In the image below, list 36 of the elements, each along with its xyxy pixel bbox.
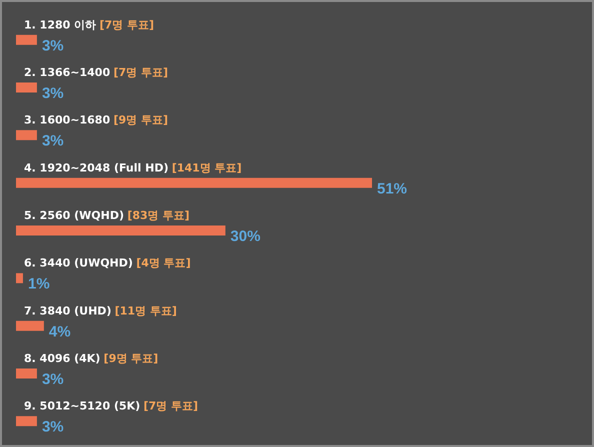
annotation: [83명 투표] bbox=[127, 209, 190, 222]
annotation: [7명 투표] bbox=[144, 400, 198, 413]
data-label: 3% bbox=[42, 418, 64, 436]
bar bbox=[16, 130, 37, 140]
bar bbox=[16, 178, 372, 188]
bar bbox=[16, 34, 37, 45]
y-tick-label: 9. 5012~5120 (5K) bbox=[24, 400, 140, 413]
y-tick-label: 7. 3840 (UHD) bbox=[24, 304, 112, 318]
y-tick-label: 6. 3440 (UWQHD) bbox=[24, 256, 133, 270]
data-label: 3% bbox=[42, 37, 64, 54]
data-label: 51% bbox=[377, 180, 408, 198]
y-tick-label: 8. 4096 (4K) bbox=[24, 352, 100, 365]
annotation: [9명 투표] bbox=[104, 352, 158, 365]
bar bbox=[16, 368, 37, 378]
y-tick-label: 5. 2560 (WQHD) bbox=[24, 209, 124, 222]
y-tick-label: 2. 1366~1400 bbox=[24, 66, 110, 79]
y-tick-label: 1. 1280 이하 bbox=[24, 18, 96, 32]
annotation: [7명 투표] bbox=[113, 66, 168, 79]
annotation: [9명 투표] bbox=[113, 114, 168, 127]
bar bbox=[16, 226, 226, 236]
annotation: [4명 투표] bbox=[136, 256, 191, 270]
bar bbox=[16, 320, 44, 331]
data-label: 1% bbox=[28, 276, 50, 293]
data-label: 3% bbox=[42, 371, 64, 388]
data-label: 3% bbox=[42, 132, 64, 150]
annotation: [11명 투표] bbox=[114, 304, 177, 318]
data-label: 30% bbox=[230, 228, 260, 245]
y-tick-label: 4. 1920~2048 (Full HD) bbox=[24, 161, 168, 174]
bar bbox=[16, 82, 37, 92]
annotation: [141명 투표] bbox=[172, 161, 242, 174]
data-label: 3% bbox=[42, 85, 64, 102]
bar bbox=[16, 416, 37, 426]
bar bbox=[16, 273, 23, 284]
data-label: 4% bbox=[48, 323, 71, 340]
y-tick-label: 3. 1600~1680 bbox=[24, 114, 110, 127]
annotation: [7명 투표] bbox=[99, 18, 154, 32]
